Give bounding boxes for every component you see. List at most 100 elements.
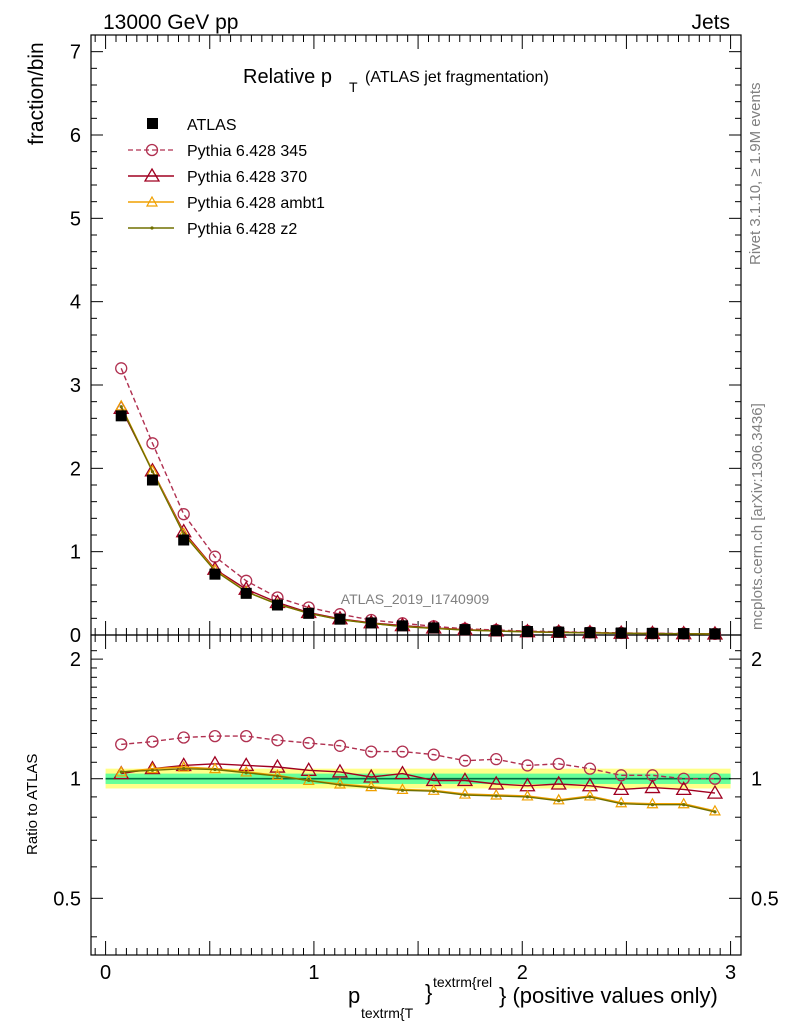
ratio-y-tick-label: 0.5 [53,888,81,910]
ratio-line-pythia-ambt1 [121,766,716,812]
ratio-y-tick-label: 2 [70,649,81,671]
legend-label-atlas: ATLAS [187,117,237,134]
legend-label-370: Pythia 6.428 370 [187,169,307,186]
ratio-point-pythia-370 [144,760,161,775]
main-point-atlas [209,568,221,580]
ratio-uncertainty-band [105,768,731,789]
ratio-point-pythia-z2 [338,783,342,787]
main-point-atlas [334,613,346,625]
main-y-tick-label: 1 [70,542,81,564]
main-y-tick-label: 5 [70,208,81,230]
ratio-point-pythia-ambt1 [615,796,628,808]
legend-entry-ambt1: Pythia 6.428 ambt1 [128,195,325,212]
ratio-point-pythia-ambt1 [458,787,471,799]
xlabel-p: p [348,983,360,1008]
ratio-point-pythia-345 [583,762,597,775]
series-layer [113,362,724,816]
ratio-point-pythia-ambt1 [490,788,503,800]
ratio-point-pythia-345 [521,759,534,772]
ratio-point-pythia-z2 [557,799,561,803]
xlabel-brace: } [425,980,432,1005]
ratio-point-pythia-ambt1 [646,797,659,809]
ratio-point-pythia-370 [456,772,474,787]
ratio-point-pythia-370 [175,757,192,772]
xlabel-rest: } (positive values only) [499,983,718,1008]
legend-label-ambt1: Pythia 6.428 ambt1 [187,195,325,212]
ratio-point-pythia-345 [365,745,378,758]
title-extra: (ATLAS jet fragmentation) [365,69,549,86]
ratio-point-pythia-370 [706,784,724,799]
ratio-y-tick-label-right: 0.5 [751,888,779,910]
main-ylabel: fraction/bin [25,42,48,145]
ratio-point-pythia-345 [146,735,159,748]
main-point-pythia-ambt1 [115,399,128,411]
main-y-tick-label: 6 [70,125,81,147]
ratio-point-pythia-370 [238,757,255,772]
ratio-point-pythia-345 [677,772,690,785]
main-point-pythia-z2 [150,470,155,474]
ratio-point-pythia-345 [208,729,222,743]
ratio-point-pythia-345 [615,769,628,782]
legend-entry-370: Pythia 6.428 370 [128,167,307,186]
ratio-point-pythia-ambt1 [427,784,440,795]
main-point-atlas [584,627,596,639]
ratio-point-pythia-345 [427,748,440,761]
ratio-point-pythia-z2 [619,802,623,806]
ratio-plot-frame [90,634,742,956]
ratio-point-pythia-z2 [400,788,405,792]
ratio-point-pythia-370 [644,779,661,794]
ratio-ylabel: Ratio to ATLAS [24,754,41,855]
ratio-point-pythia-370 [269,758,286,773]
plot-title: Relative p T (ATLAS jet fragmentation) [243,66,549,95]
main-point-atlas [709,628,721,640]
ratio-point-pythia-z2 [463,793,467,797]
legend-label-345: Pythia 6.428 345 [187,143,307,160]
main-series-atlas [115,410,721,640]
ratio-point-pythia-z2 [275,774,280,778]
main-point-atlas [678,628,690,640]
xlabel-sub: textrm{T [361,1005,414,1021]
legend-marker-ambt1 [145,195,159,207]
main-point-atlas [115,410,127,422]
rivet-label: Rivet 3.1.10, ≥ 1.9M events [747,83,764,266]
ratio-point-pythia-z2 [588,795,592,799]
xlabel-sup: textrm{rel [433,974,492,990]
ratio-point-pythia-370 [331,763,349,778]
main-point-atlas [553,626,565,638]
x-tick-label: 1 [308,962,319,984]
main-point-pythia-345 [177,508,190,521]
legend-marker-z2 [150,226,154,230]
mcplots-label: mcplots.cern.ch [arXiv:1306.3436] [749,403,766,630]
ratio-point-pythia-ambt1 [271,769,284,780]
ratio-point-pythia-z2 [432,789,436,793]
ratio-point-pythia-ambt1 [396,783,409,794]
ratio-point-pythia-ambt1 [708,804,721,816]
ratio-point-pythia-z2 [494,794,498,798]
ratio-point-pythia-z2 [525,795,530,799]
main-point-atlas [303,607,315,619]
ratio-point-pythia-370 [613,781,630,796]
legend-label-z2: Pythia 6.428 z2 [187,221,297,238]
header-energy: 13000 GeV pp [103,11,238,34]
legend-entry-345: Pythia 6.428 345 [128,143,307,160]
ratio-y-tick-label-right: 2 [751,649,762,671]
main-point-atlas [615,627,627,639]
ratio-point-pythia-ambt1 [552,793,565,805]
main-point-atlas [271,599,283,611]
ratio-series-pythia-345 [115,729,722,785]
ratio-point-pythia-z2 [119,770,123,774]
ratio-y-tick-label: 1 [70,769,81,791]
ratio-point-pythia-z2 [713,810,717,814]
ratio-point-pythia-345 [177,731,190,744]
ratio-point-pythia-370 [675,781,692,796]
ratio-point-pythia-z2 [182,767,186,771]
main-point-pythia-345 [115,362,128,375]
ratio-point-pythia-345 [552,757,565,770]
ratio-point-pythia-345 [115,738,128,751]
ratio-point-pythia-345 [458,754,472,767]
legend-entry-z2: Pythia 6.428 z2 [128,221,297,238]
ratio-point-pythia-z2 [244,771,248,775]
main-point-pythia-z2 [119,405,123,409]
main-point-atlas [428,622,440,634]
